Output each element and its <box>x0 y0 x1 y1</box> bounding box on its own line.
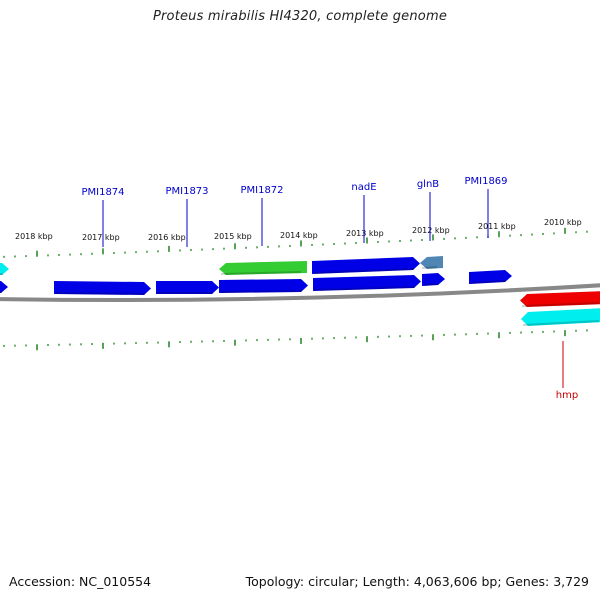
gene-label: glnB <box>417 179 439 190</box>
gene-label: hmp <box>556 390 578 401</box>
genome-summary: Topology: circular; Length: 4,063,606 bp… <box>245 574 589 589</box>
cds-arrow-cyan-left <box>0 263 9 275</box>
kbp-label: 2016 kbp <box>148 233 186 242</box>
cds-arrow-nadE <box>312 257 420 274</box>
cds-arrow-left-edge-shade <box>0 291 2 293</box>
label-layer: 2018 kbp 2017 kbp 2016 kbp 2015 kbp 2014 kbp… <box>15 176 582 401</box>
cds-arrow-PMI1872-shade <box>221 290 302 293</box>
cds-arrow-PMI1874-shade <box>56 292 145 295</box>
kbp-label: 2010 kbp <box>544 218 582 227</box>
gene-label: PMI1872 <box>240 185 283 196</box>
cds-arrow-hmp-red <box>520 291 600 307</box>
rna-feature-green <box>219 261 307 275</box>
kbp-label: 2011 kbp <box>478 222 516 231</box>
cds-arrow-nadE-lower-shade <box>315 286 415 291</box>
cds-arrow-PMI1873-shade <box>158 292 213 294</box>
cds-arrow-PMI1869-shade <box>471 280 506 284</box>
cds-arrow-PMI1872 <box>219 279 308 293</box>
kbp-label: 2018 kbp <box>15 232 53 241</box>
feature-layer <box>0 256 600 326</box>
cds-arrow-cyan-left-shade <box>0 273 3 275</box>
kbp-label: 2015 kbp <box>214 232 252 241</box>
gene-label: PMI1873 <box>165 186 208 197</box>
accession-label: Accession: NC_010554 <box>9 574 152 589</box>
cds-arrow-PMI1869 <box>469 270 512 284</box>
cds-arrow-PMI1873 <box>156 281 219 294</box>
cds-box-glnB <box>420 256 443 269</box>
cds-box-glnB-shade <box>422 266 437 269</box>
cds-arrow-glnB-lower <box>422 273 445 286</box>
backbone-layer <box>0 283 600 303</box>
gene-label: PMI1874 <box>81 187 124 198</box>
kbp-label: 2017 kbp <box>82 233 120 242</box>
cds-arrow-glnB-lower-shade <box>424 283 439 286</box>
cds-arrow-nadE-lower <box>313 275 421 291</box>
rna-feature-green-shade <box>221 271 301 275</box>
cds-box-cyan-right-shade <box>523 320 599 326</box>
cds-box-cyan-right <box>521 308 600 326</box>
cds-arrow-PMI1874 <box>54 281 151 295</box>
kbp-label: 2013 kbp <box>346 229 384 238</box>
page-title: Proteus mirabilis HI4320, complete genom… <box>152 9 448 24</box>
gene-label: nadE <box>351 182 376 193</box>
genome-backbone <box>0 283 600 303</box>
kbp-label: 2014 kbp <box>280 231 318 240</box>
cds-arrow-left-edge <box>0 281 8 293</box>
kbp-label: 2012 kbp <box>412 226 450 235</box>
cds-arrow-hmp-red-shade <box>522 302 599 307</box>
tick-layer <box>3 227 588 351</box>
gene-label: PMI1869 <box>464 176 507 187</box>
cds-arrow-nadE-shade <box>314 268 414 274</box>
